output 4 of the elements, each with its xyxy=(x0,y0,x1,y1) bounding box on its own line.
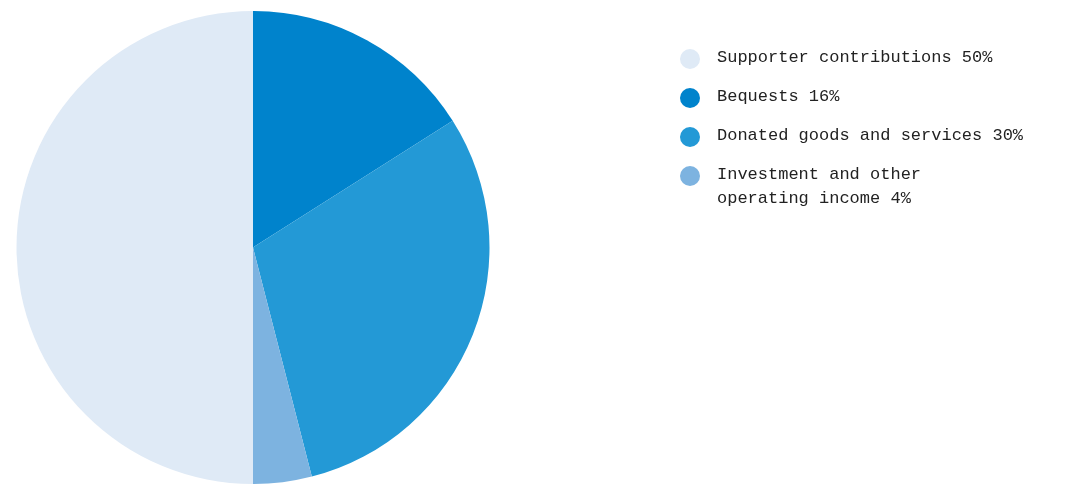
legend-label: Supporter contributions 50% xyxy=(717,47,993,69)
legend-label: Donated goods and services 30% xyxy=(717,125,1024,147)
legend-label: Bequests 16% xyxy=(717,86,840,108)
legend-label: Investment and other operating income 4% xyxy=(717,164,922,210)
